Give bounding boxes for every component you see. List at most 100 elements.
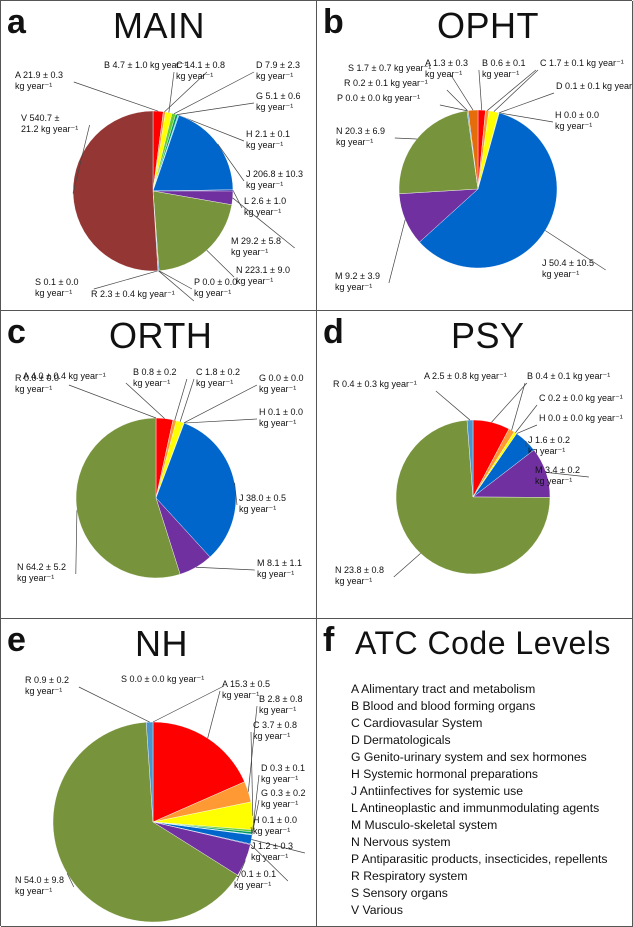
leader-line-M [545,472,589,478]
leader-line-M [195,566,256,571]
pie-chart-psy: A 2.5 ± 0.8 kg year⁻¹ B 0.4 ± 0.1 kg year… [333,371,623,586]
data-label-B: B 0.8 ± 0.2 [133,367,176,377]
leader-line-G [252,799,260,834]
data-label-P: P 0.0 ± 0.0 kg year⁻¹ [337,93,420,103]
data-label-B: B 0.4 ± 0.1 kg year⁻¹ [527,371,610,381]
data-label-unit-M: kg year⁻¹ [335,282,372,292]
pie-slice-J [419,112,558,269]
data-label-unit-M: kg year⁻¹ [231,247,268,257]
leader-line-J [545,230,606,271]
legend-item: A Alimentary tract and metabolism [351,682,536,696]
data-label-H: H 0.1 ± 0.0 [253,815,297,825]
data-label-N: N 54.0 ± 9.8 [15,875,64,885]
leader-line-S [152,685,225,723]
leader-line-G [176,102,255,115]
data-label-R: R 0.9 ± 0.2 [25,675,69,685]
data-label-C: C 0.2 ± 0.0 kg year⁻¹ [539,393,623,403]
data-label-unit-C: kg year⁻¹ [253,731,290,741]
leader-line-S [450,74,474,111]
pie-chart-opht: A 1.3 ± 0.3kg year⁻¹B 0.6 ± 0.1kg year⁻¹… [335,58,633,292]
leader-line-A [125,382,165,419]
leader-line-N [393,553,421,578]
data-label-N: N 20.3 ± 6.9 [336,126,385,136]
leader-line-R [68,384,157,419]
data-label-unit-N: kg year⁻¹ [17,573,54,583]
data-label-unit-M: kg year⁻¹ [535,476,572,486]
leader-line-D [498,92,555,114]
data-label-unit-P: kg year⁻¹ [194,288,231,298]
legend-list: A Alimentary tract and metabolism B Blood… [351,681,608,919]
leader-line-B [247,705,258,792]
data-label-unit-R: kg year⁻¹ [25,686,62,696]
leader-line-M [236,860,246,882]
data-label-R: R 0.0 ± 0.0 [15,373,59,383]
data-label-unit-B: kg year⁻¹ [133,378,170,388]
data-label-M: M 8.1 ± 1.1 [257,558,302,568]
data-label-S: S 0.1 ± 0.0 [35,277,78,287]
panel-title: PSY [451,315,525,356]
leader-line-N [75,510,78,575]
leader-line-C [250,731,254,816]
data-label-J: J 38.0 ± 0.5 [239,493,286,503]
data-label-G: G 0.0 ± 0.0 [259,373,303,383]
legend-item: D Dermatologicals [351,733,451,747]
leader-line-N [66,873,75,888]
data-label-unit-H: kg year⁻¹ [246,140,283,150]
data-label-unit-J: kg year⁻¹ [251,852,288,862]
data-label-H: H 0.0 ± 0.0 kg year⁻¹ [539,413,623,423]
data-label-C: C 1.8 ± 0.2 [196,367,240,377]
legend-item: M Musculo-skeletal system [351,818,498,832]
leader-line-D [252,774,260,831]
leader-line-G [183,384,258,424]
leader-line-S [93,270,159,290]
leader-line-C [168,71,175,113]
leader-line-H [516,424,538,434]
pie-slice-V [72,110,159,272]
data-label-C: C 14.1 ± 0.8 [176,60,225,70]
data-label-unit-C: kg year⁻¹ [196,378,233,388]
data-label-V: V 540.7 ± [21,113,60,123]
data-label-P: P 0.0 ± 0.0 [194,277,237,287]
leader-line-A [478,69,483,111]
panel-title: MAIN [113,5,205,46]
legend-item: P Antiparasitic products, insecticides, … [351,852,608,866]
leader-line-M [232,197,295,249]
data-label-C: C 1.7 ± 0.1 kg year⁻¹ [540,58,624,68]
data-label-H: H 0.0 ± 0.0 [555,110,599,120]
leader-line-B [487,69,537,111]
data-label-unit-H: kg year⁻¹ [253,826,290,836]
data-label-R: R 2.3 ± 0.4 kg year⁻¹ [91,289,175,299]
data-label-unit-B: kg year⁻¹ [482,69,519,79]
pie-slice-J [155,422,237,558]
leader-line-R [158,270,195,302]
data-label-M: M 9.2 ± 3.9 [335,271,380,281]
panel-nh: e NH A 15.3 ± 0.5 kg year⁻¹ B 2.8 ± 0.8 kg … [1,619,317,927]
pie-slice-A [152,721,245,823]
leader-line-P [439,104,468,112]
data-label-unit-N: kg year⁻¹ [236,276,273,286]
leader-line-J [251,839,305,854]
data-label-A: A 2.5 ± 0.8 kg year⁻¹ [424,371,507,381]
leader-line-M [388,219,406,284]
data-label-unit-H: kg year⁻¹ [259,418,296,428]
data-label-D: D 0.1 ± 0.1 kg year⁻¹ [556,81,633,91]
panel-main: a MAIN A 21.9 ± 0.3 kg year⁻¹ B 4.7 ± 1.0 … [1,1,317,311]
data-label-A: A 1.3 ± 0.3 [425,58,468,68]
data-label-unit-G: kg year⁻¹ [256,102,293,112]
pie-slice-N [395,420,551,575]
data-label-N: N 23.8 ± 0.8 [335,565,384,575]
data-label-unit-B: kg year⁻¹ [259,705,296,715]
leader-line-R [435,390,471,421]
leader-line-H [250,826,253,835]
data-label-unit-A: kg year⁻¹ [222,690,259,700]
leader-line-A [73,81,159,112]
data-label-H: H 0.1 ± 0.0 [259,407,303,417]
pie-slice-S [467,109,479,190]
data-label-A: A 15.3 ± 0.5 [222,679,270,689]
data-label-unit-V: 21.2 kg year⁻¹ [21,124,78,134]
data-label-unit-S: kg year⁻¹ [35,288,72,298]
leader-line-A [207,690,221,739]
data-label-B: B 2.8 ± 0.8 [259,694,302,704]
leader-line-V [72,124,90,194]
panel-opht: b OPHT A 1.3 ± 0.3 kg year⁻¹ B 0.6 ± 0.1 kg… [317,1,633,311]
